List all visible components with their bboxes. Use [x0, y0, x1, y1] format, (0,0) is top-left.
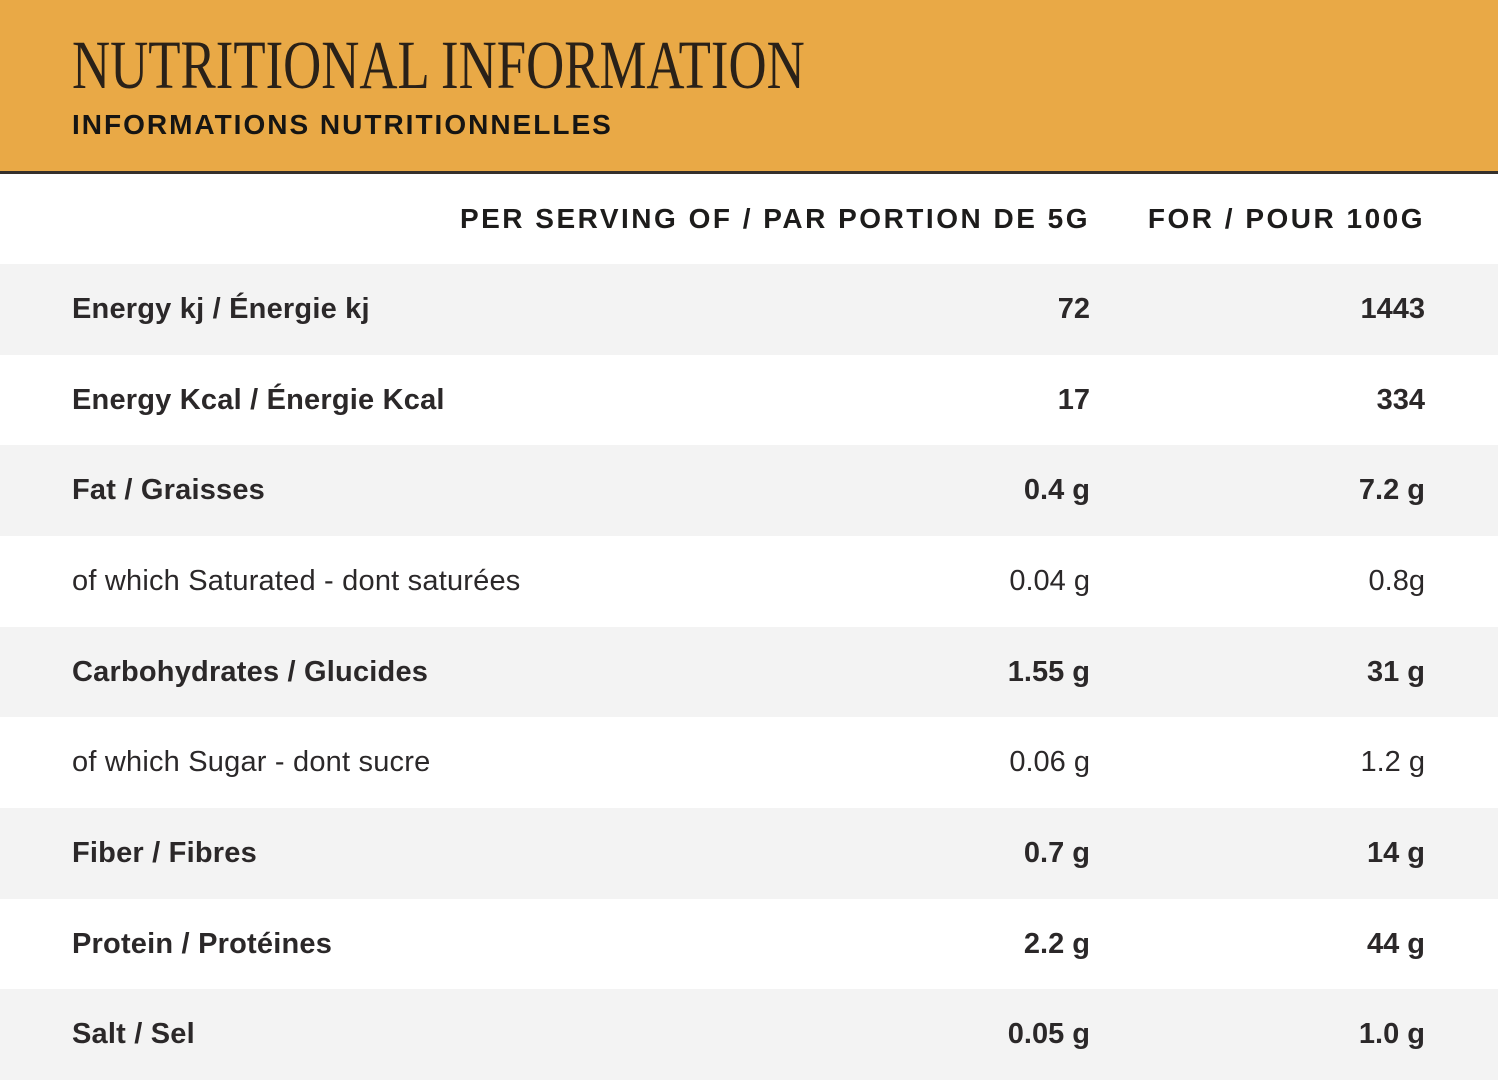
- row-value-per-100g: 1.2 g: [1360, 746, 1426, 779]
- column-header-per-100g: FOR / POUR 100G: [1147, 203, 1425, 234]
- row-value-per-serving: 0.7 g: [1023, 836, 1090, 869]
- table-row-saturated: of which Saturated - dont saturées 0.04 …: [0, 536, 1498, 627]
- row-value-per-serving: 1.55 g: [1007, 655, 1090, 688]
- row-label: Energy kj / Énergie kj: [72, 292, 370, 325]
- row-value-per-100g: 14 g: [1366, 836, 1425, 869]
- row-label: Carbohydrates / Glucides: [72, 655, 429, 688]
- row-value-per-100g: 334: [1376, 383, 1425, 416]
- row-label: of which Saturated - dont saturées: [72, 564, 521, 597]
- row-value-per-serving: 0.06 g: [1009, 746, 1090, 779]
- table-row-protein: Protein / Protéines 2.2 g 44 g: [0, 898, 1498, 990]
- row-value-per-serving: 2.2 g: [1023, 927, 1090, 960]
- table-row-energy-kj: Energy kj / Énergie kj 72 1443: [0, 264, 1498, 355]
- row-label: Salt / Sel: [72, 1018, 195, 1051]
- table-row-sugar: of which Sugar - dont sucre 0.06 g 1.2 g: [0, 717, 1498, 809]
- row-value-per-100g: 31 g: [1366, 655, 1425, 688]
- row-value-per-100g: 44 g: [1366, 927, 1425, 960]
- row-label: of which Sugar - dont sucre: [72, 746, 431, 779]
- row-value-per-100g: 1443: [1360, 292, 1425, 325]
- table-row-fiber: Fiber / Fibres 0.7 g 14 g: [0, 808, 1498, 899]
- page-subtitle: INFORMATIONS NUTRITIONNELLES: [72, 109, 613, 140]
- table-row-carbohydrates: Carbohydrates / Glucides 1.55 g 31 g: [0, 626, 1498, 718]
- row-label: Energy Kcal / Énergie Kcal: [72, 383, 445, 416]
- row-value-per-100g: 0.8g: [1368, 564, 1425, 597]
- row-value-per-100g: 1.0 g: [1358, 1018, 1425, 1051]
- table-body: Energy kj / Énergie kj 72 1443 Energy Kc…: [0, 264, 1498, 1080]
- row-label: Fiber / Fibres: [72, 836, 257, 869]
- column-header-per-serving: PER SERVING OF / PAR PORTION DE 5G: [459, 203, 1090, 234]
- row-value-per-serving: 17: [1057, 383, 1090, 416]
- table-row-salt: Salt / Sel 0.05 g 1.0 g: [0, 989, 1498, 1080]
- row-value-per-serving: 0.04 g: [1009, 564, 1090, 597]
- row-label: Protein / Protéines: [72, 927, 333, 960]
- table-row-fat: Fat / Graisses 0.4 g 7.2 g: [0, 445, 1498, 537]
- table-column-headers: PER SERVING OF / PAR PORTION DE 5G FOR /…: [0, 174, 1498, 264]
- table-row-energy-kcal: Energy Kcal / Énergie Kcal 17 334: [0, 354, 1498, 446]
- row-value-per-serving: 72: [1057, 292, 1090, 325]
- page-title: NUTRITIONAL INFORMATION: [72, 27, 805, 104]
- row-value-per-serving: 0.05 g: [1007, 1018, 1090, 1051]
- banner: NUTRITIONAL INFORMATION INFORMATIONS NUT…: [0, 0, 1498, 174]
- row-value-per-100g: 7.2 g: [1358, 474, 1425, 507]
- row-value-per-serving: 0.4 g: [1023, 474, 1090, 507]
- row-label: Fat / Graisses: [72, 474, 266, 507]
